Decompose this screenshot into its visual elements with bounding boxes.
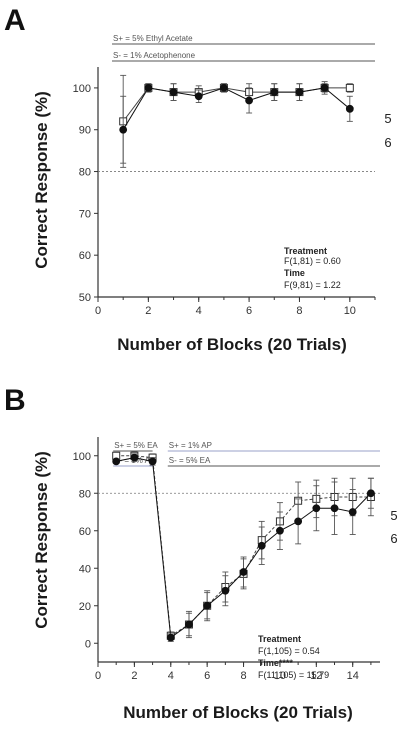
point-series-6 [367,489,375,498]
y-tick-label: 50 [79,292,91,304]
point-series-6 [130,453,139,462]
x-tick-label: 0 [95,305,101,317]
x-tick-label: 4 [196,305,202,317]
x-tick-label: 14 [347,670,359,682]
y-tick-label: 100 [73,83,91,95]
point-series-6 [257,541,266,550]
point-series-6 [119,125,128,134]
point-series-5 [345,83,354,92]
y-tick-label: 100 [73,451,91,463]
x-tick-label: 6 [204,670,210,682]
stats-line: F(1,81) = 0.60 [284,256,341,266]
y-tick-label: 80 [79,488,91,500]
x-tick-label: 2 [145,305,151,317]
stimulus-label: S- = 5% EA [169,456,211,465]
series-label-5: 5 [384,111,391,126]
point-series-6 [166,633,175,642]
point-series-6 [221,586,230,595]
point-series-6 [185,620,193,629]
point-series-6 [330,504,339,513]
x-tick-label: 6 [246,305,252,317]
x-tick-label: 12 [310,670,322,682]
series-label-6: 6 [384,135,391,150]
y-tick-label: 20 [79,601,91,613]
panel-letter-a: A [4,4,26,37]
y-tick-label: 80 [79,167,91,179]
stats-line: F(9,81) = 1.22 [284,280,341,290]
point-series-6 [348,508,357,516]
y-axis-title: Correct Response (%) [32,451,51,629]
point-series-6 [345,104,354,113]
point-series-6 [169,88,178,96]
panel-letter-b: B [4,384,26,417]
point-series-6 [294,517,303,526]
point-series-6 [220,84,228,92]
chart-panel-a: 50 60 70 80 90 100 0 2 4 6 8 10 S+ = 5% Ethyl Acetat… [32,34,392,354]
y-tick-label: 0 [85,638,91,650]
point-series-6 [295,88,304,96]
stats-line: Time [284,268,305,278]
stats-line: Treatment [258,634,301,644]
y-tick-label: 60 [79,526,91,538]
point-series-6 [239,568,248,576]
x-tick-label: 2 [131,670,137,682]
stats-line: Treatment [284,246,327,256]
stimulus-label: S+ = 5% Ethyl Acetate [113,34,193,43]
point-series-6 [270,88,279,96]
x-tick-label: 4 [168,670,174,682]
series-line-6 [122,87,351,130]
stats-line: F(1,105) = 0.54 [258,646,320,656]
point-series-6 [320,84,329,92]
point-series-6 [203,601,212,610]
stats-line: Time**** [258,658,293,668]
series-label-5: 5 [390,508,397,523]
series-line-5 [122,87,350,122]
y-tick-label: 60 [79,250,91,262]
y-tick-label: 70 [79,208,91,220]
point-series-6 [194,92,203,101]
x-tick-label: 8 [240,670,246,682]
stimulus-label: S- = 1% Acetophenone [113,51,196,60]
x-tick-label: 10 [274,670,286,682]
point-series-6 [148,457,157,466]
point-series-6 [276,526,284,535]
y-tick-label: 90 [79,125,91,137]
series-label-6: 6 [390,531,397,546]
x-tick-label: 0 [95,670,101,682]
x-tick-label: 8 [296,305,302,317]
point-series-6 [245,96,253,105]
stimulus-label: S+ = 1% AP [169,441,212,450]
x-axis-title: Number of Blocks (20 Trials) [123,703,353,722]
series-line-6 [116,457,372,639]
x-axis-title: Number of Blocks (20 Trials) [117,335,347,354]
stats-line: F(11,105) = 15.79 [258,670,329,680]
y-tick-label: 40 [79,563,91,575]
stimulus-label: S+ = 5% EA [114,441,158,450]
point-series-6 [112,457,121,466]
point-series-6 [144,84,153,92]
y-axis-title: Correct Response (%) [32,91,51,269]
point-series-6 [312,504,321,513]
x-tick-label: 10 [344,305,356,317]
